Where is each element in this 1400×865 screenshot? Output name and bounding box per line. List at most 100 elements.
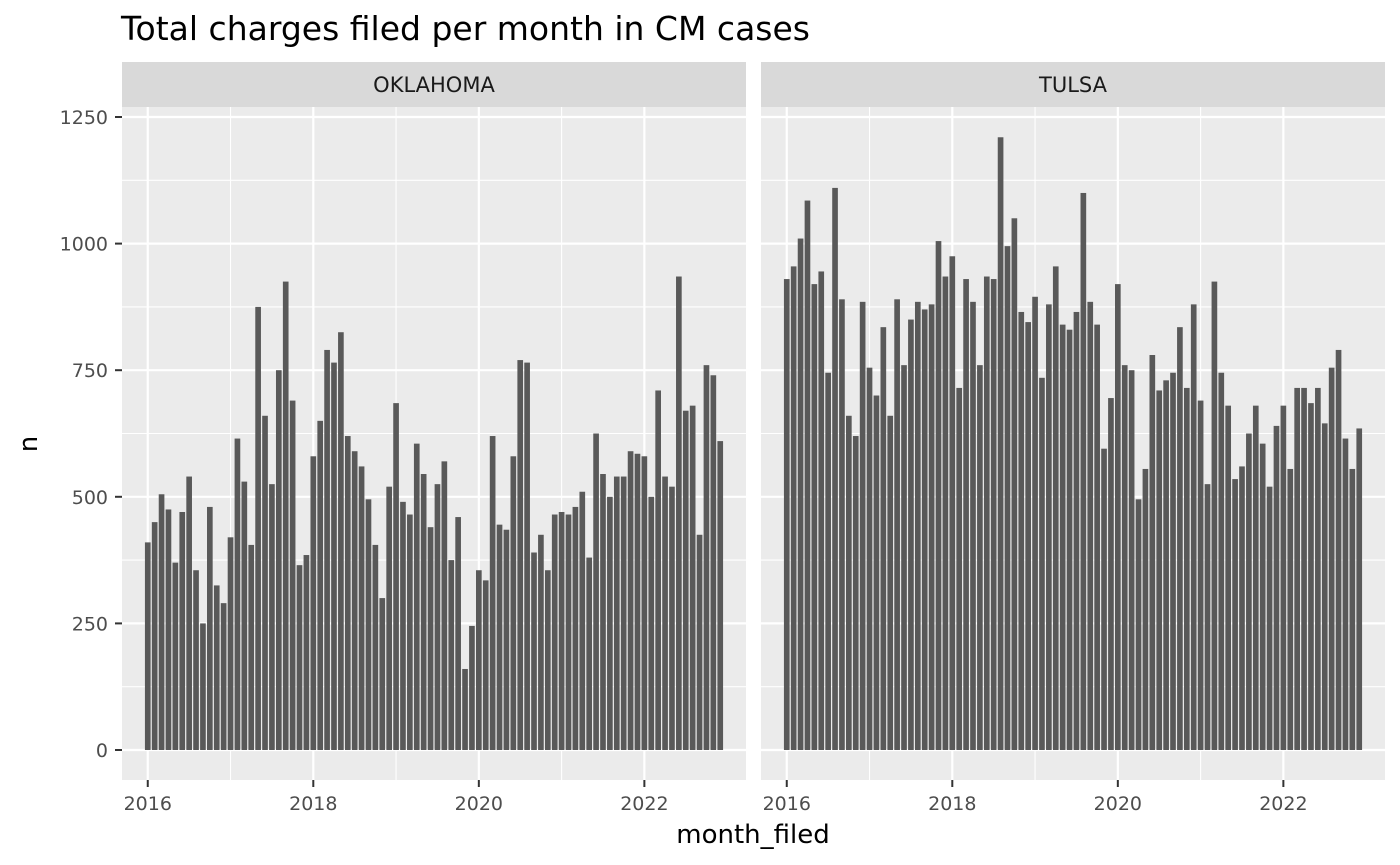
bar-tulsa <box>990 279 997 750</box>
x-axis-tulsa: 2016 2018 2020 2022 <box>763 780 1308 815</box>
bar-oklahoma <box>648 496 655 750</box>
bar-oklahoma <box>351 451 358 750</box>
bar-tulsa <box>1280 405 1287 750</box>
bar-oklahoma <box>144 542 151 750</box>
bar-tulsa <box>1011 218 1018 750</box>
y-axis-title: n <box>14 436 44 452</box>
bar-oklahoma <box>434 484 441 750</box>
bar-tulsa <box>1115 284 1121 750</box>
bar-oklahoma <box>158 494 165 750</box>
y-tick-label: 750 <box>72 360 108 382</box>
bar-tulsa <box>797 238 804 751</box>
x-axis-oklahoma: 2016 2018 2020 2022 <box>124 780 669 815</box>
bar-oklahoma <box>275 370 282 750</box>
bar-tulsa <box>1239 466 1245 750</box>
bar-tulsa <box>1349 468 1356 750</box>
bars-oklahoma <box>144 276 724 750</box>
bar-tulsa <box>1080 192 1087 750</box>
bar-tulsa <box>1190 304 1197 750</box>
bar-oklahoma <box>427 527 434 750</box>
bar-oklahoma <box>358 466 365 750</box>
bar-tulsa <box>1225 405 1232 750</box>
bar-tulsa <box>1204 484 1211 750</box>
chart-title: Total charges filed per month in CM case… <box>120 9 810 48</box>
y-tick-label: 1250 <box>60 107 108 129</box>
bar-oklahoma <box>441 461 448 750</box>
bar-oklahoma <box>717 441 724 750</box>
bar-tulsa <box>880 327 887 750</box>
bar-oklahoma <box>531 552 537 750</box>
y-axis: 0 250 500 750 1000 1250 <box>60 107 122 762</box>
bar-tulsa <box>977 365 983 750</box>
bar-tulsa <box>1315 387 1321 750</box>
bar-oklahoma <box>489 436 496 750</box>
bar-tulsa <box>1156 390 1163 750</box>
x-tick-label: 2018 <box>289 793 337 815</box>
bar-oklahoma <box>510 456 517 750</box>
bar-oklahoma <box>172 562 179 750</box>
bar-tulsa <box>1094 324 1100 750</box>
bar-tulsa <box>887 415 894 750</box>
bar-tulsa <box>783 279 790 750</box>
bar-oklahoma <box>682 410 689 750</box>
bar-tulsa <box>804 200 811 750</box>
bar-oklahoma <box>696 534 703 750</box>
bar-tulsa <box>1301 387 1307 750</box>
bar-oklahoma <box>344 436 351 750</box>
bar-tulsa <box>825 372 831 750</box>
bar-tulsa <box>1177 327 1183 750</box>
panel-oklahoma: OKLAHOMA <box>122 62 746 780</box>
bar-oklahoma <box>627 451 634 750</box>
y-tick-label: 250 <box>72 613 108 635</box>
bar-tulsa <box>852 436 859 750</box>
bar-oklahoma <box>296 565 303 750</box>
bar-oklahoma <box>503 529 510 750</box>
bar-tulsa <box>818 271 825 750</box>
bar-oklahoma <box>248 544 255 750</box>
bar-tulsa <box>1046 304 1052 750</box>
bar-oklahoma <box>703 365 710 750</box>
bar-tulsa <box>1142 468 1149 750</box>
bar-oklahoma <box>448 560 455 750</box>
bar-oklahoma <box>413 443 420 750</box>
bar-tulsa <box>1059 324 1066 750</box>
bar-tulsa <box>839 299 845 750</box>
bar-oklahoma <box>476 570 482 750</box>
bar-tulsa <box>921 309 928 750</box>
bar-oklahoma <box>151 522 158 750</box>
bar-oklahoma <box>586 557 593 750</box>
bar-tulsa <box>790 266 797 750</box>
bar-tulsa <box>866 367 873 750</box>
bar-tulsa <box>1294 387 1300 750</box>
bar-oklahoma <box>613 476 620 750</box>
bar-tulsa <box>1183 387 1190 750</box>
bar-oklahoma <box>455 517 461 750</box>
x-tick-label: 2016 <box>124 793 172 815</box>
bar-tulsa <box>1087 301 1094 750</box>
bar-oklahoma <box>565 514 572 750</box>
bar-tulsa <box>1052 266 1059 750</box>
bar-oklahoma <box>710 375 717 750</box>
bar-oklahoma <box>407 514 413 750</box>
bar-tulsa <box>1252 405 1259 750</box>
bar-tulsa <box>908 319 914 750</box>
bar-oklahoma <box>310 456 317 750</box>
bar-oklahoma <box>572 506 579 750</box>
bar-oklahoma <box>600 474 606 750</box>
bar-oklahoma <box>393 403 399 750</box>
bar-tulsa <box>970 301 976 750</box>
bar-tulsa <box>1163 380 1169 750</box>
bar-tulsa <box>1066 329 1073 750</box>
bar-tulsa <box>1259 443 1266 750</box>
bar-tulsa <box>1108 398 1114 750</box>
bar-oklahoma <box>303 555 310 750</box>
bar-oklahoma <box>689 405 696 750</box>
bar-oklahoma <box>593 433 599 750</box>
bar-oklahoma <box>234 438 241 750</box>
bar-tulsa <box>942 276 949 750</box>
bar-tulsa <box>859 301 866 750</box>
bar-oklahoma <box>317 420 324 750</box>
bar-tulsa <box>1273 425 1280 750</box>
bar-tulsa <box>1232 479 1238 750</box>
strip-label-tulsa: TULSA <box>1038 73 1108 97</box>
